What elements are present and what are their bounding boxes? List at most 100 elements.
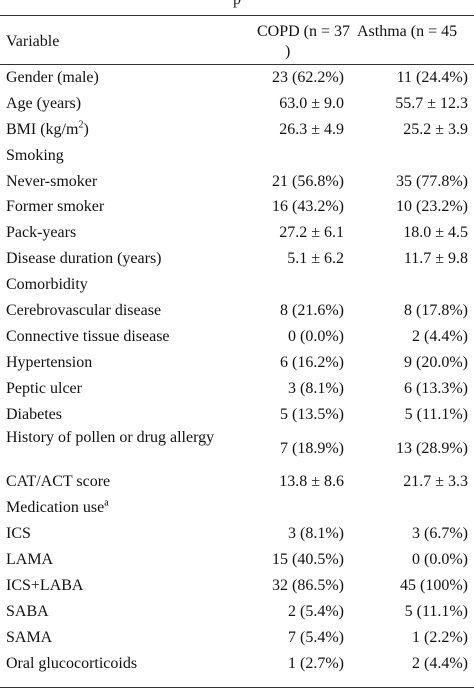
row-variable: Hypertension [6,353,232,373]
row-asthma-value: 6 (13.3%) [404,379,468,397]
row-copd-value: 6 (16.2%) [280,353,344,371]
row-variable-text: ICS+LABA [6,577,84,595]
row-variable-text: SABA [6,602,49,620]
row-variable: Pack-years [6,223,232,243]
row-variable-text: Former smoker [6,198,105,216]
table-row: Never-smoker 21 (56.8%) 35 (77.8%) [0,170,474,196]
row-variable: ICS [6,524,232,544]
row-variable-suffix: ) [83,120,89,138]
table-row: History of pollen or drug allergy 7 (18.9… [0,428,474,470]
row-variable-text: Gender (male) [6,69,99,86]
row-copd-value: 13.8 ± 8.6 [279,473,344,491]
table-row: Disease duration (years) 5.1 ± 6.2 11.7 ± … [0,247,474,273]
row-variable-text: ICS [6,525,31,543]
row-variable: Gender (male) [6,68,232,88]
table-row: LAMA 15 (40.5%) 0 (0.0%) [0,548,474,574]
row-variable: Oral glucocorticoids [6,654,232,674]
row-copd-value: 32 (86.5%) [272,577,344,595]
row-asthma-value: 5 (11.1%) [404,405,468,423]
table-row: Smoking [0,144,474,170]
table-row: BMI (kg/m2) 26.3 ± 4.9 25.2 ± 3.9 [0,118,474,144]
row-asthma-value: 3 (6.7%) [412,525,468,543]
row-asthma-value: 2 (4.4%) [412,327,468,345]
row-asthma-value: 9 (20.0%) [404,353,468,371]
row-variable: Smoking [6,146,232,166]
table-body: Gender (male) 23 (62.2%) 11 (24.4%) Age (ye… [0,66,474,678]
row-asthma-value: 18.0 ± 4.5 [403,224,468,242]
cropped-title-fragment: p [0,0,474,10]
row-variable: Cerebrovascular disease [6,301,232,321]
header-variable: Variable [6,33,60,50]
row-variable-text: Oral glucocorticoids [6,654,138,672]
table-row: Diabetes 5 (13.5%) 5 (11.1%) [0,403,474,429]
table-row: Oral glucocorticoids 1 (2.7%) 2 (4.4%) [0,652,474,678]
row-copd-value: 26.3 ± 4.9 [279,120,344,138]
row-copd-value: 21 (56.8%) [272,172,344,190]
row-copd-value: 8 (21.6%) [280,302,344,320]
row-variable: LAMA [6,550,232,570]
row-asthma-value: 0 (0.0%) [412,551,468,569]
row-variable: Diabetes [6,405,232,425]
table-row: Comorbidity [0,273,474,299]
row-variable-text: Age (years) [6,94,82,112]
header-copd-text: COPD (n = 37 [256,23,350,40]
row-variable-text: Diabetes [6,405,62,423]
row-asthma-value: 21.7 ± 3.3 [403,473,468,491]
row-copd-value: 5 (13.5%) [280,405,344,423]
row-variable: BMI (kg/m2) [6,120,232,140]
row-variable-text: CAT/ACT score [6,473,111,491]
row-variable: ICS+LABA [6,576,232,596]
row-variable: SAMA [6,628,232,648]
row-variable-text: LAMA [6,551,54,569]
row-copd-value: 16 (43.2%) [272,198,344,216]
row-variable: Comorbidity [6,275,232,295]
row-asthma-value: 1 (2.2%) [412,628,468,646]
row-variable-superscript: 2 [78,119,84,131]
row-variable-text: Hypertension [6,353,93,371]
table-row: Hypertension 6 (16.2%) 9 (20.0%) [0,351,474,377]
table-row: CAT/ACT score 13.8 ± 8.6 21.7 ± 3.3 [0,470,474,496]
row-copd-value: 23 (62.2%) [272,69,344,86]
row-variable-text: History of pollen or drug allergy [6,429,215,447]
table-row: ICS+LABA 32 (86.5%) 45 (100%) [0,574,474,600]
header-copd: COPD (n = 37 [232,22,350,42]
row-copd-value: 0 (0.0%) [288,327,344,345]
row-variable: Medication usea [6,498,232,518]
row-variable: SABA [6,602,232,622]
table-row: SAMA 7 (5.4%) 1 (2.2%) [0,626,474,652]
row-asthma-value: 13 (28.9%) [396,440,468,458]
header-rule [0,64,474,65]
row-asthma-value: 25.2 ± 3.9 [403,120,468,138]
row-variable: Peptic ulcer [6,379,232,399]
row-asthma-value: 10 (23.2%) [396,198,468,216]
row-copd-value: 7 (18.9%) [280,440,344,458]
row-asthma-value: 5 (11.1%) [404,602,468,620]
row-variable-text: BMI (kg/m [6,120,79,138]
row-copd-value: 7 (5.4%) [288,628,344,646]
row-variable: Former smoker [6,197,232,217]
row-variable-text: Comorbidity [6,276,88,294]
header-copd-continued: ) [285,43,291,60]
row-asthma-value: 2 (4.4%) [412,654,468,672]
row-variable: Age (years) [6,94,232,114]
row-copd-value: 63.0 ± 9.0 [279,94,344,112]
row-variable-text: Medication use [6,499,105,517]
row-variable: Never-smoker [6,172,232,192]
row-variable-text: Never-smoker [6,172,98,190]
row-variable-text: Disease duration (years) [6,250,162,268]
table-row: Connective tissue disease 0 (0.0%) 2 (4.4%… [0,325,474,351]
row-asthma-value: 55.7 ± 12.3 [395,94,468,112]
row-variable-superscript: a [104,498,109,510]
table-row: SABA 2 (5.4%) 5 (11.1%) [0,600,474,626]
row-copd-value: 3 (8.1%) [288,525,344,543]
table-row: Gender (male) 23 (62.2%) 11 (24.4%) [0,66,474,92]
row-variable-text: Peptic ulcer [6,379,82,397]
bottom-rule [0,687,474,688]
row-variable-text: Connective tissue disease [6,327,170,345]
row-variable-text: Cerebrovascular disease [6,302,162,320]
row-variable: Connective tissue disease [6,327,232,347]
row-copd-value: 3 (8.1%) [288,379,344,397]
row-asthma-value: 8 (17.8%) [404,302,468,320]
row-copd-value: 15 (40.5%) [272,551,344,569]
top-rule [0,15,474,16]
